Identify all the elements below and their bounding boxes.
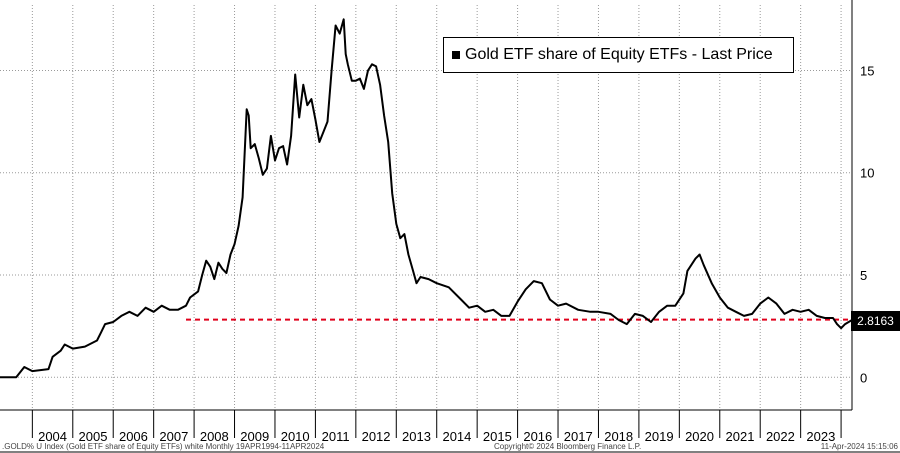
x-tick-label: 2013 xyxy=(402,429,431,444)
legend: Gold ETF share of Equity ETFs - Last Pri… xyxy=(443,37,794,73)
footer-timestamp: 11-Apr-2024 15:15:06 xyxy=(820,442,898,451)
y-tick-label: 5 xyxy=(860,268,867,283)
x-tick-label: 2016 xyxy=(523,429,552,444)
y-axis-ticks: 0 5 10 15 xyxy=(860,63,874,385)
x-tick-label: 2017 xyxy=(564,429,593,444)
y-tick-label: 10 xyxy=(860,166,874,181)
x-tick-label: 2019 xyxy=(645,429,674,444)
last-value-label: 2.8163 xyxy=(851,311,900,331)
y-tick-label: 15 xyxy=(860,63,874,78)
grid-lines xyxy=(0,5,852,410)
x-tick-label: 2022 xyxy=(766,429,795,444)
legend-swatch xyxy=(452,51,460,59)
footer-source: .GOLD% U Index (Gold ETF share of Equity… xyxy=(2,442,325,451)
footer-copyright: Copyright© 2024 Bloomberg Finance L.P. xyxy=(494,442,642,451)
series-group xyxy=(0,18,853,379)
x-tick-label: 2014 xyxy=(442,429,471,444)
x-axis-ticks: 2004 2005 2006 2007 2008 2009 2010 2011 2012 2013… xyxy=(31,410,842,444)
x-tick-label: 2018 xyxy=(604,429,633,444)
x-tick-label: 2007 xyxy=(159,429,188,444)
series-line xyxy=(0,18,853,379)
x-tick-label: 2011 xyxy=(322,429,350,444)
x-tick-label: 2012 xyxy=(362,429,391,444)
x-tick-label: 2005 xyxy=(79,429,108,444)
x-tick-label: 2008 xyxy=(200,429,229,444)
x-tick-label: 2010 xyxy=(281,429,310,444)
x-tick-label: 2023 xyxy=(806,429,835,444)
legend-label: Gold ETF share of Equity ETFs - Last Pri… xyxy=(465,46,773,63)
y-tick-label: 0 xyxy=(860,370,867,385)
x-tick-label: 2006 xyxy=(119,429,148,444)
x-tick-label: 2020 xyxy=(685,429,714,444)
x-tick-label: 2021 xyxy=(726,429,755,444)
x-tick-label: 2015 xyxy=(483,429,512,444)
x-tick-label: 2009 xyxy=(240,429,269,444)
x-tick-label: 2004 xyxy=(38,429,67,444)
